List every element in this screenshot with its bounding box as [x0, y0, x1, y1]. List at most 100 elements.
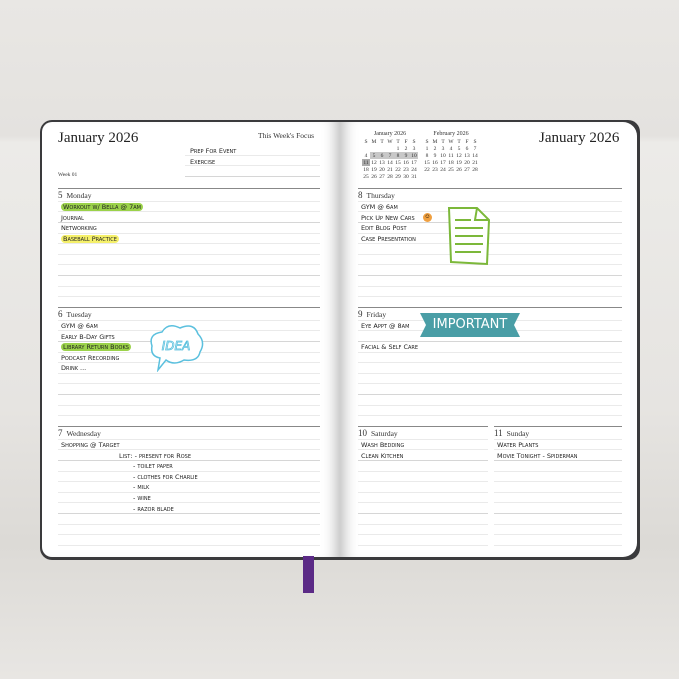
- day-entries[interactable]: Workout w/ Bella @ 7am Journal Networkin…: [61, 202, 145, 244]
- calendar-day[interactable]: 28: [387, 173, 393, 180]
- entry[interactable]: Podcast Recording: [61, 353, 133, 364]
- calendar-day[interactable]: 18: [448, 159, 454, 166]
- entry[interactable]: Wash Bedding: [361, 440, 406, 451]
- calendar-day[interactable]: 27: [464, 166, 470, 173]
- calendar-day[interactable]: 17: [440, 159, 446, 166]
- list-item[interactable]: - wine: [133, 493, 151, 502]
- day-entries[interactable]: GYM @ 6am Pick Up New Cars Edit Blog Pos…: [361, 202, 418, 244]
- calendar-day[interactable]: 30: [403, 173, 409, 180]
- day-entries[interactable]: Wash Bedding Clean Kitchen: [361, 440, 406, 461]
- calendar-day[interactable]: 12: [456, 152, 462, 159]
- list-item[interactable]: - milk: [133, 483, 150, 492]
- entry[interactable]: GYM @ 6am: [61, 321, 133, 332]
- calendar-day[interactable]: 26: [456, 166, 462, 173]
- calendar-day[interactable]: 10: [440, 152, 446, 159]
- calendar-day[interactable]: 19: [456, 159, 462, 166]
- entry[interactable]: Drink ...: [61, 363, 133, 374]
- entry[interactable]: Shopping @ Target: [61, 440, 198, 451]
- entry[interactable]: Clean Kitchen: [361, 451, 406, 462]
- entry[interactable]: Library Return Books: [61, 342, 133, 353]
- calendar-day[interactable]: 25: [448, 166, 454, 173]
- calendar-day[interactable]: 15: [395, 159, 401, 166]
- entry[interactable]: [361, 332, 420, 343]
- day-entries[interactable]: GYM @ 6am Early B-Day Gifts Library Retu…: [61, 321, 133, 374]
- entry[interactable]: Early B-Day Gifts: [61, 332, 133, 343]
- idea-text: IDEA: [162, 339, 191, 353]
- calendar-day[interactable]: 18: [363, 166, 369, 173]
- calendar-day[interactable]: 8: [394, 152, 402, 159]
- calendar-day[interactable]: 9: [402, 152, 410, 159]
- calendar-day[interactable]: 25: [363, 173, 369, 180]
- calendar-day[interactable]: [370, 145, 378, 152]
- calendar-day[interactable]: 23: [403, 166, 409, 173]
- calendar-day[interactable]: 11: [362, 159, 370, 166]
- day-entries[interactable]: Water Plants Movie Tonight - Spiderman: [497, 440, 580, 461]
- calendar-day[interactable]: [362, 145, 370, 152]
- calendar-day[interactable]: 20: [464, 159, 470, 166]
- entry[interactable]: Water Plants: [497, 440, 580, 451]
- calendar-day[interactable]: 4: [364, 152, 368, 159]
- calendar-day[interactable]: 15: [424, 159, 430, 166]
- calendar-day[interactable]: 27: [379, 173, 385, 180]
- calendar-day[interactable]: 4: [449, 145, 453, 152]
- list-entry[interactable]: List: - present for Rose: [61, 451, 198, 462]
- calendar-day[interactable]: 26: [371, 173, 377, 180]
- entry[interactable]: Workout w/ Bella @ 7am: [61, 202, 145, 213]
- entry[interactable]: Baseball Practice: [61, 234, 145, 245]
- calendar-day[interactable]: 22: [395, 166, 401, 173]
- calendar-day[interactable]: 29: [395, 173, 401, 180]
- calendar-day[interactable]: 13: [379, 159, 385, 166]
- calendar-day[interactable]: 24: [440, 166, 446, 173]
- calendar-day[interactable]: 23: [432, 166, 438, 173]
- day-entries[interactable]: Shopping @ Target List: - present for Ro…: [61, 440, 198, 514]
- calendar-day[interactable]: 24: [411, 166, 417, 173]
- entry[interactable]: Case Presentation: [361, 234, 418, 245]
- calendar-day[interactable]: 2: [433, 145, 437, 152]
- calendar-day[interactable]: 2: [404, 145, 408, 152]
- entry[interactable]: Movie Tonight - Spiderman: [497, 451, 580, 462]
- calendar-day[interactable]: 14: [387, 159, 393, 166]
- calendar-day[interactable]: 1: [425, 145, 429, 152]
- calendar-day[interactable]: 7: [386, 152, 394, 159]
- calendar-day[interactable]: 6: [378, 152, 386, 159]
- list-item[interactable]: - razor blade: [133, 504, 174, 513]
- calendar-day[interactable]: 16: [432, 159, 438, 166]
- calendar-day[interactable]: 9: [433, 152, 437, 159]
- calendar-day[interactable]: 22: [424, 166, 430, 173]
- calendar-day[interactable]: 1: [396, 145, 400, 152]
- calendar-day[interactable]: 5: [370, 152, 378, 159]
- calendar-day[interactable]: 28: [472, 166, 478, 173]
- calendar-day[interactable]: 6: [465, 145, 469, 152]
- day-entries[interactable]: Eye Appt @ 8am Facial & Self Care: [361, 321, 420, 353]
- calendar-day[interactable]: 11: [448, 152, 454, 159]
- calendar-day[interactable]: 16: [403, 159, 409, 166]
- calendar-day[interactable]: 20: [379, 166, 385, 173]
- list-item[interactable]: - clothes for Charlie: [133, 472, 198, 481]
- entry[interactable]: Journal: [61, 213, 145, 224]
- list-item[interactable]: - toilet paper: [133, 462, 173, 471]
- calendar-day[interactable]: 14: [472, 152, 478, 159]
- calendar-day[interactable]: 13: [464, 152, 470, 159]
- calendar-day[interactable]: [386, 145, 394, 152]
- entry[interactable]: Facial & Self Care: [361, 342, 420, 353]
- calendar-day[interactable]: 8: [425, 152, 429, 159]
- calendar-day[interactable]: 12: [371, 159, 377, 166]
- calendar-day[interactable]: [378, 145, 386, 152]
- calendar-day[interactable]: 19: [371, 166, 377, 173]
- calendar-day[interactable]: 17: [411, 159, 417, 166]
- calendar-day[interactable]: 3: [412, 145, 416, 152]
- calendar-day[interactable]: 21: [387, 166, 393, 173]
- calendar-day[interactable]: 5: [457, 145, 461, 152]
- entry[interactable]: GYM @ 6am: [361, 202, 418, 213]
- entry[interactable]: Edit Blog Post: [361, 223, 418, 234]
- mini-calendar-title: January 2026: [373, 131, 407, 137]
- entry[interactable]: Networking: [61, 223, 145, 234]
- calendar-day[interactable]: 10: [410, 152, 418, 159]
- calendar-day[interactable]: 7: [473, 145, 477, 152]
- calendar-day[interactable]: 3: [441, 145, 445, 152]
- calendar-day[interactable]: 21: [472, 159, 478, 166]
- calendar-day[interactable]: 31: [411, 173, 417, 180]
- entry[interactable]: Pick Up New Cars: [361, 213, 418, 224]
- entry[interactable]: Eye Appt @ 8am: [361, 321, 420, 332]
- day-name: Monday: [66, 191, 92, 200]
